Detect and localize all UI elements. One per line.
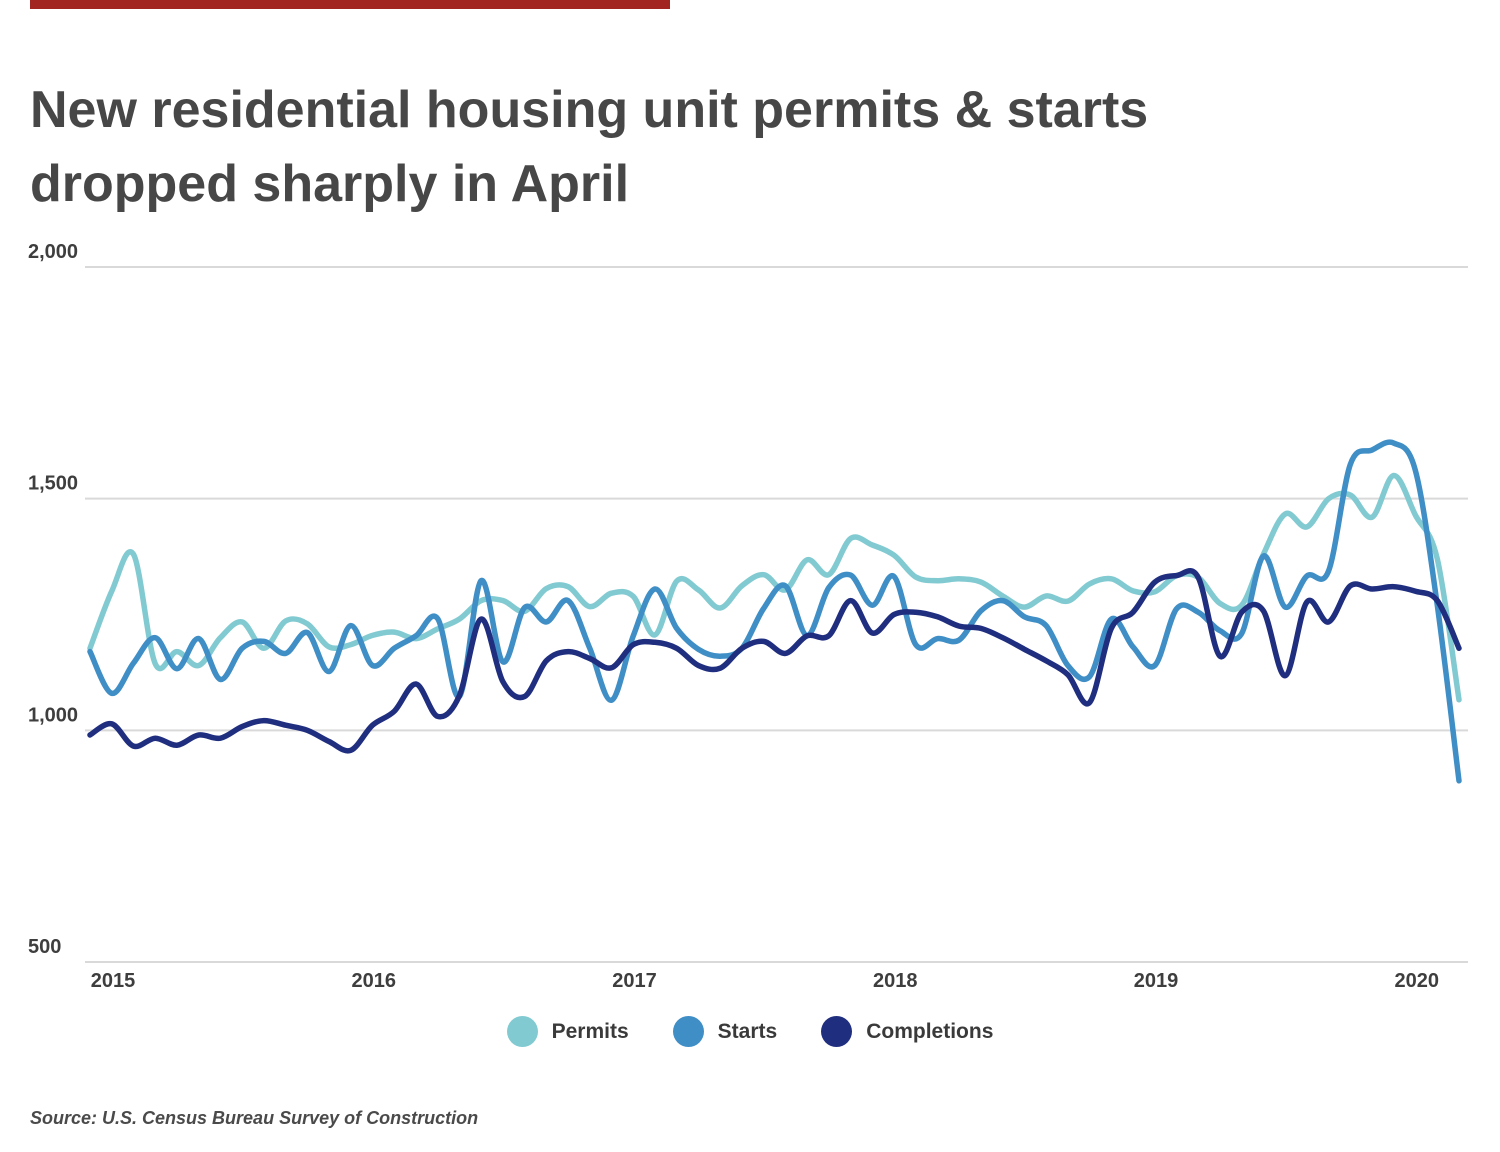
y-tick-label: 1,500 [28,473,78,495]
completions-dot-icon [821,1016,853,1047]
series-line-permits [87,472,1462,703]
legend-item-completions: Completions [821,1016,993,1047]
x-tick-label: 2015 [91,970,136,992]
legend-label-starts: Starts [717,1019,778,1043]
x-tick-label: 2016 [352,970,397,992]
x-tick-label: 2020 [1395,970,1440,992]
permits-dot-icon [506,1016,538,1047]
x-tick-label: 2019 [1134,970,1179,992]
legend-item-starts: Starts [672,1016,778,1047]
chart-title-line2: dropped sharply in April [30,154,630,213]
chart-title-line1: New residential housing unit permits & s… [30,80,1149,139]
y-tick-label: 1,000 [28,704,78,726]
legend-label-completions: Completions [866,1019,994,1043]
series-line-completions [87,568,1462,754]
accent-bar [30,0,670,9]
y-tick-label: 2,000 [28,241,78,263]
x-tick-label: 2017 [612,970,657,992]
line-chart: 2,000 1,500 1,000 500 2015 2016 2017 2018 2019 20… [28,241,1468,992]
legend-item-permits: Permits [506,1016,629,1047]
legend: Permits Starts Completions [0,1016,1500,1047]
source-line: Source: U.S. Census Bureau Survey of Con… [30,1108,479,1128]
chart-title: New residential housing unit permits & s… [30,73,1330,221]
series-line-starts [87,439,1462,784]
y-tick-label: 500 [28,936,61,958]
legend-label-permits: Permits [551,1019,629,1043]
starts-dot-icon [672,1016,704,1047]
x-tick-label: 2018 [873,970,918,992]
